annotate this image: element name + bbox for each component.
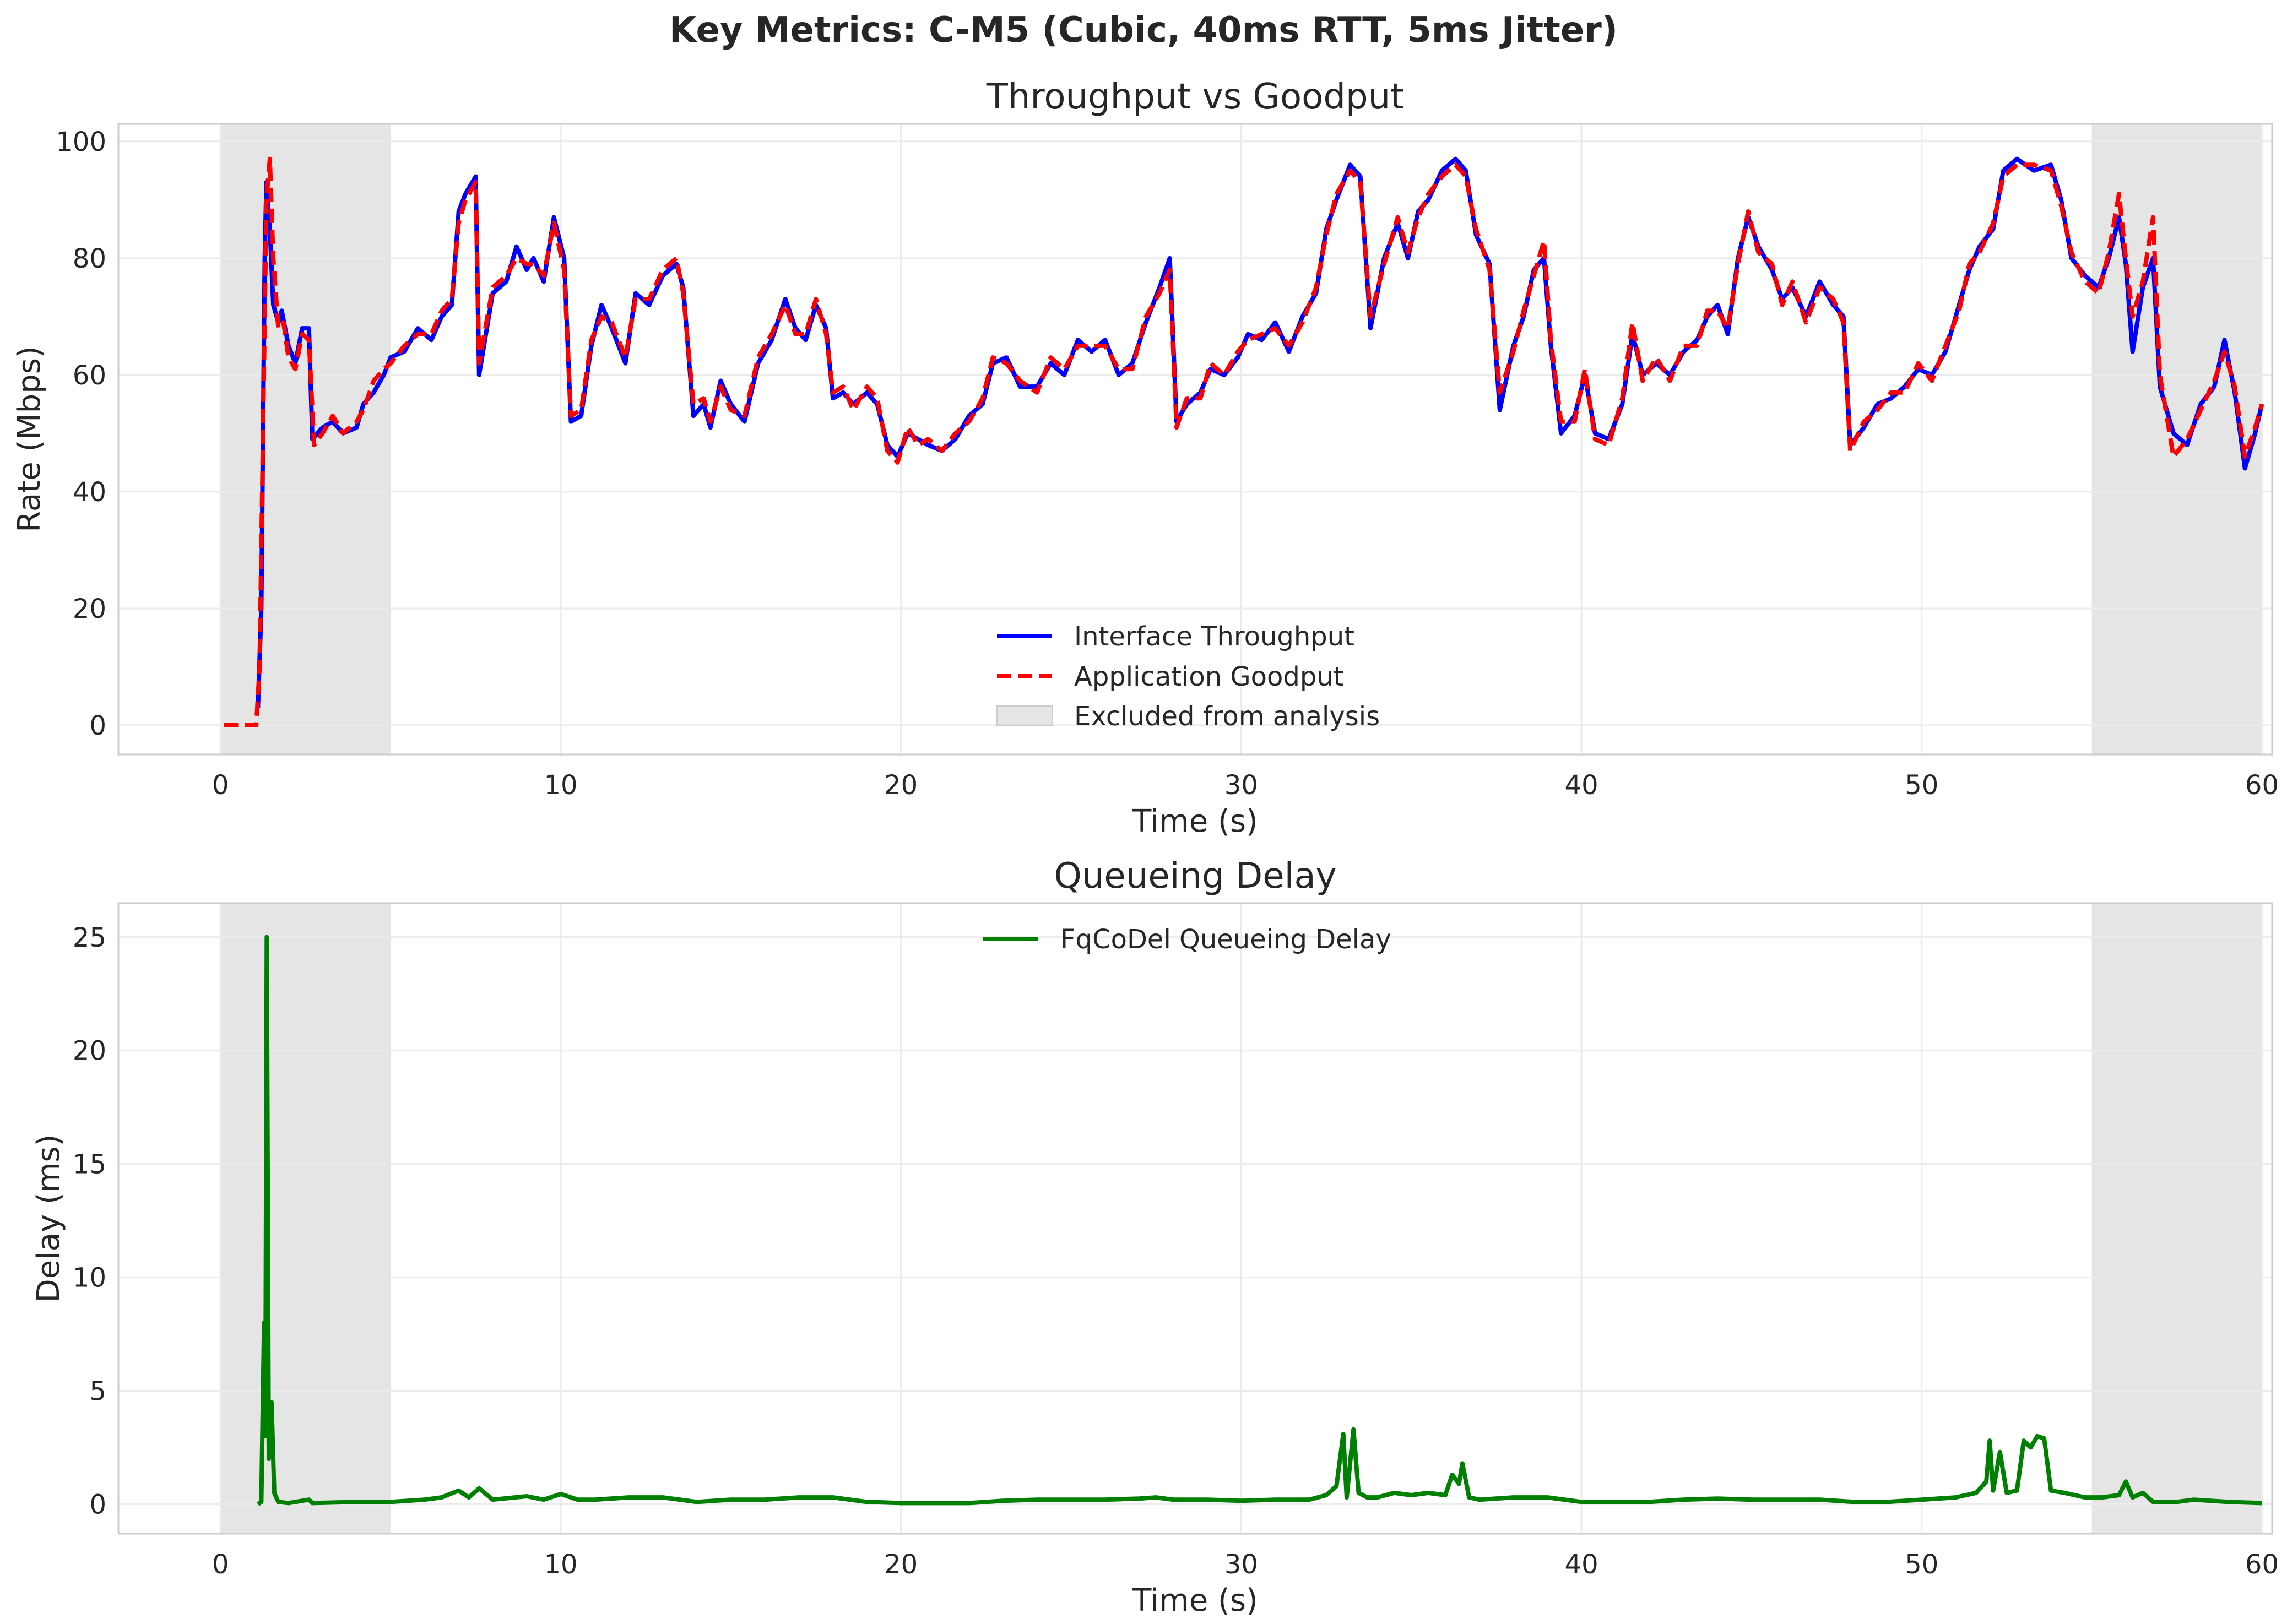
y-tick-label: 15 xyxy=(73,1149,106,1180)
x-tick-label: 50 xyxy=(1905,770,1938,801)
chart-panel-2: 0 10 20 30 40 50 60 0 5 10 15 20 25 Queueing Delay Tim… xyxy=(31,856,2279,1618)
plot-frame xyxy=(117,902,2273,1535)
y-tick-label: 20 xyxy=(73,1036,106,1067)
x-tick-label: 30 xyxy=(1224,1549,1258,1580)
legend-label-1: Interface Throughput xyxy=(1074,621,1354,652)
excluded-region xyxy=(220,903,391,1534)
y-tick-label: 40 xyxy=(73,477,106,508)
plot-area xyxy=(118,903,2272,1534)
y-tick-label: 100 xyxy=(56,127,106,157)
x-tick-label: 20 xyxy=(884,770,918,801)
y-tick-label: 25 xyxy=(73,922,106,953)
series-line-2 xyxy=(224,156,2264,727)
y-tick-label: 10 xyxy=(73,1263,106,1294)
x-tick-label: 40 xyxy=(1565,770,1598,801)
series-line-1 xyxy=(257,935,2262,1506)
legend-swatch-excluded xyxy=(996,705,1053,726)
y-tick-label: 20 xyxy=(73,594,106,624)
legend-label-2: Application Goodput xyxy=(1074,661,1344,692)
y-tick-label: 0 xyxy=(89,710,106,741)
x-tick-label: 10 xyxy=(544,1549,577,1580)
x-tick-label: 60 xyxy=(2245,1549,2279,1580)
excluded-region xyxy=(220,124,391,754)
y-tick-label: 80 xyxy=(73,243,106,274)
x-axis-label: Time (s) xyxy=(1132,1583,1258,1618)
plot-frame xyxy=(117,123,2273,756)
y-tick-label: 0 xyxy=(89,1489,106,1520)
x-tick-label: 10 xyxy=(544,770,577,801)
x-tick-label: 0 xyxy=(212,770,229,801)
x-tick-label: 0 xyxy=(212,1549,229,1580)
legend: FqCoDel Queueing Delay xyxy=(983,924,1391,955)
x-tick-label: 50 xyxy=(1905,1549,1938,1580)
y-tick-label: 5 xyxy=(89,1376,106,1407)
y-axis-label: Delay (ms) xyxy=(31,1134,67,1303)
y-tick-label: 60 xyxy=(73,360,106,391)
chart-panel-1: 0 10 20 30 40 50 60 0 20 40 60 80 100 Throughput vs G… xyxy=(12,77,2279,839)
legend-label-3: Excluded from analysis xyxy=(1074,701,1380,732)
x-tick-label: 30 xyxy=(1224,770,1258,801)
chart-title: Queueing Delay xyxy=(1054,856,1336,897)
figure-suptitle: Key Metrics: C-M5 (Cubic, 40ms RTT, 5ms … xyxy=(669,10,1618,51)
x-tick-label: 20 xyxy=(884,1549,918,1580)
x-tick-label: 60 xyxy=(2245,770,2279,801)
legend-label-1: FqCoDel Queueing Delay xyxy=(1060,924,1391,955)
plot-area xyxy=(118,124,2272,754)
chart-title: Throughput vs Goodput xyxy=(986,77,1404,117)
y-axis-label: Rate (Mbps) xyxy=(12,346,47,533)
x-tick-label: 40 xyxy=(1565,1549,1598,1580)
excluded-region xyxy=(2091,903,2262,1534)
legend: Interface Throughput Application Goodput E… xyxy=(996,621,1380,732)
x-axis-label: Time (s) xyxy=(1132,803,1258,839)
